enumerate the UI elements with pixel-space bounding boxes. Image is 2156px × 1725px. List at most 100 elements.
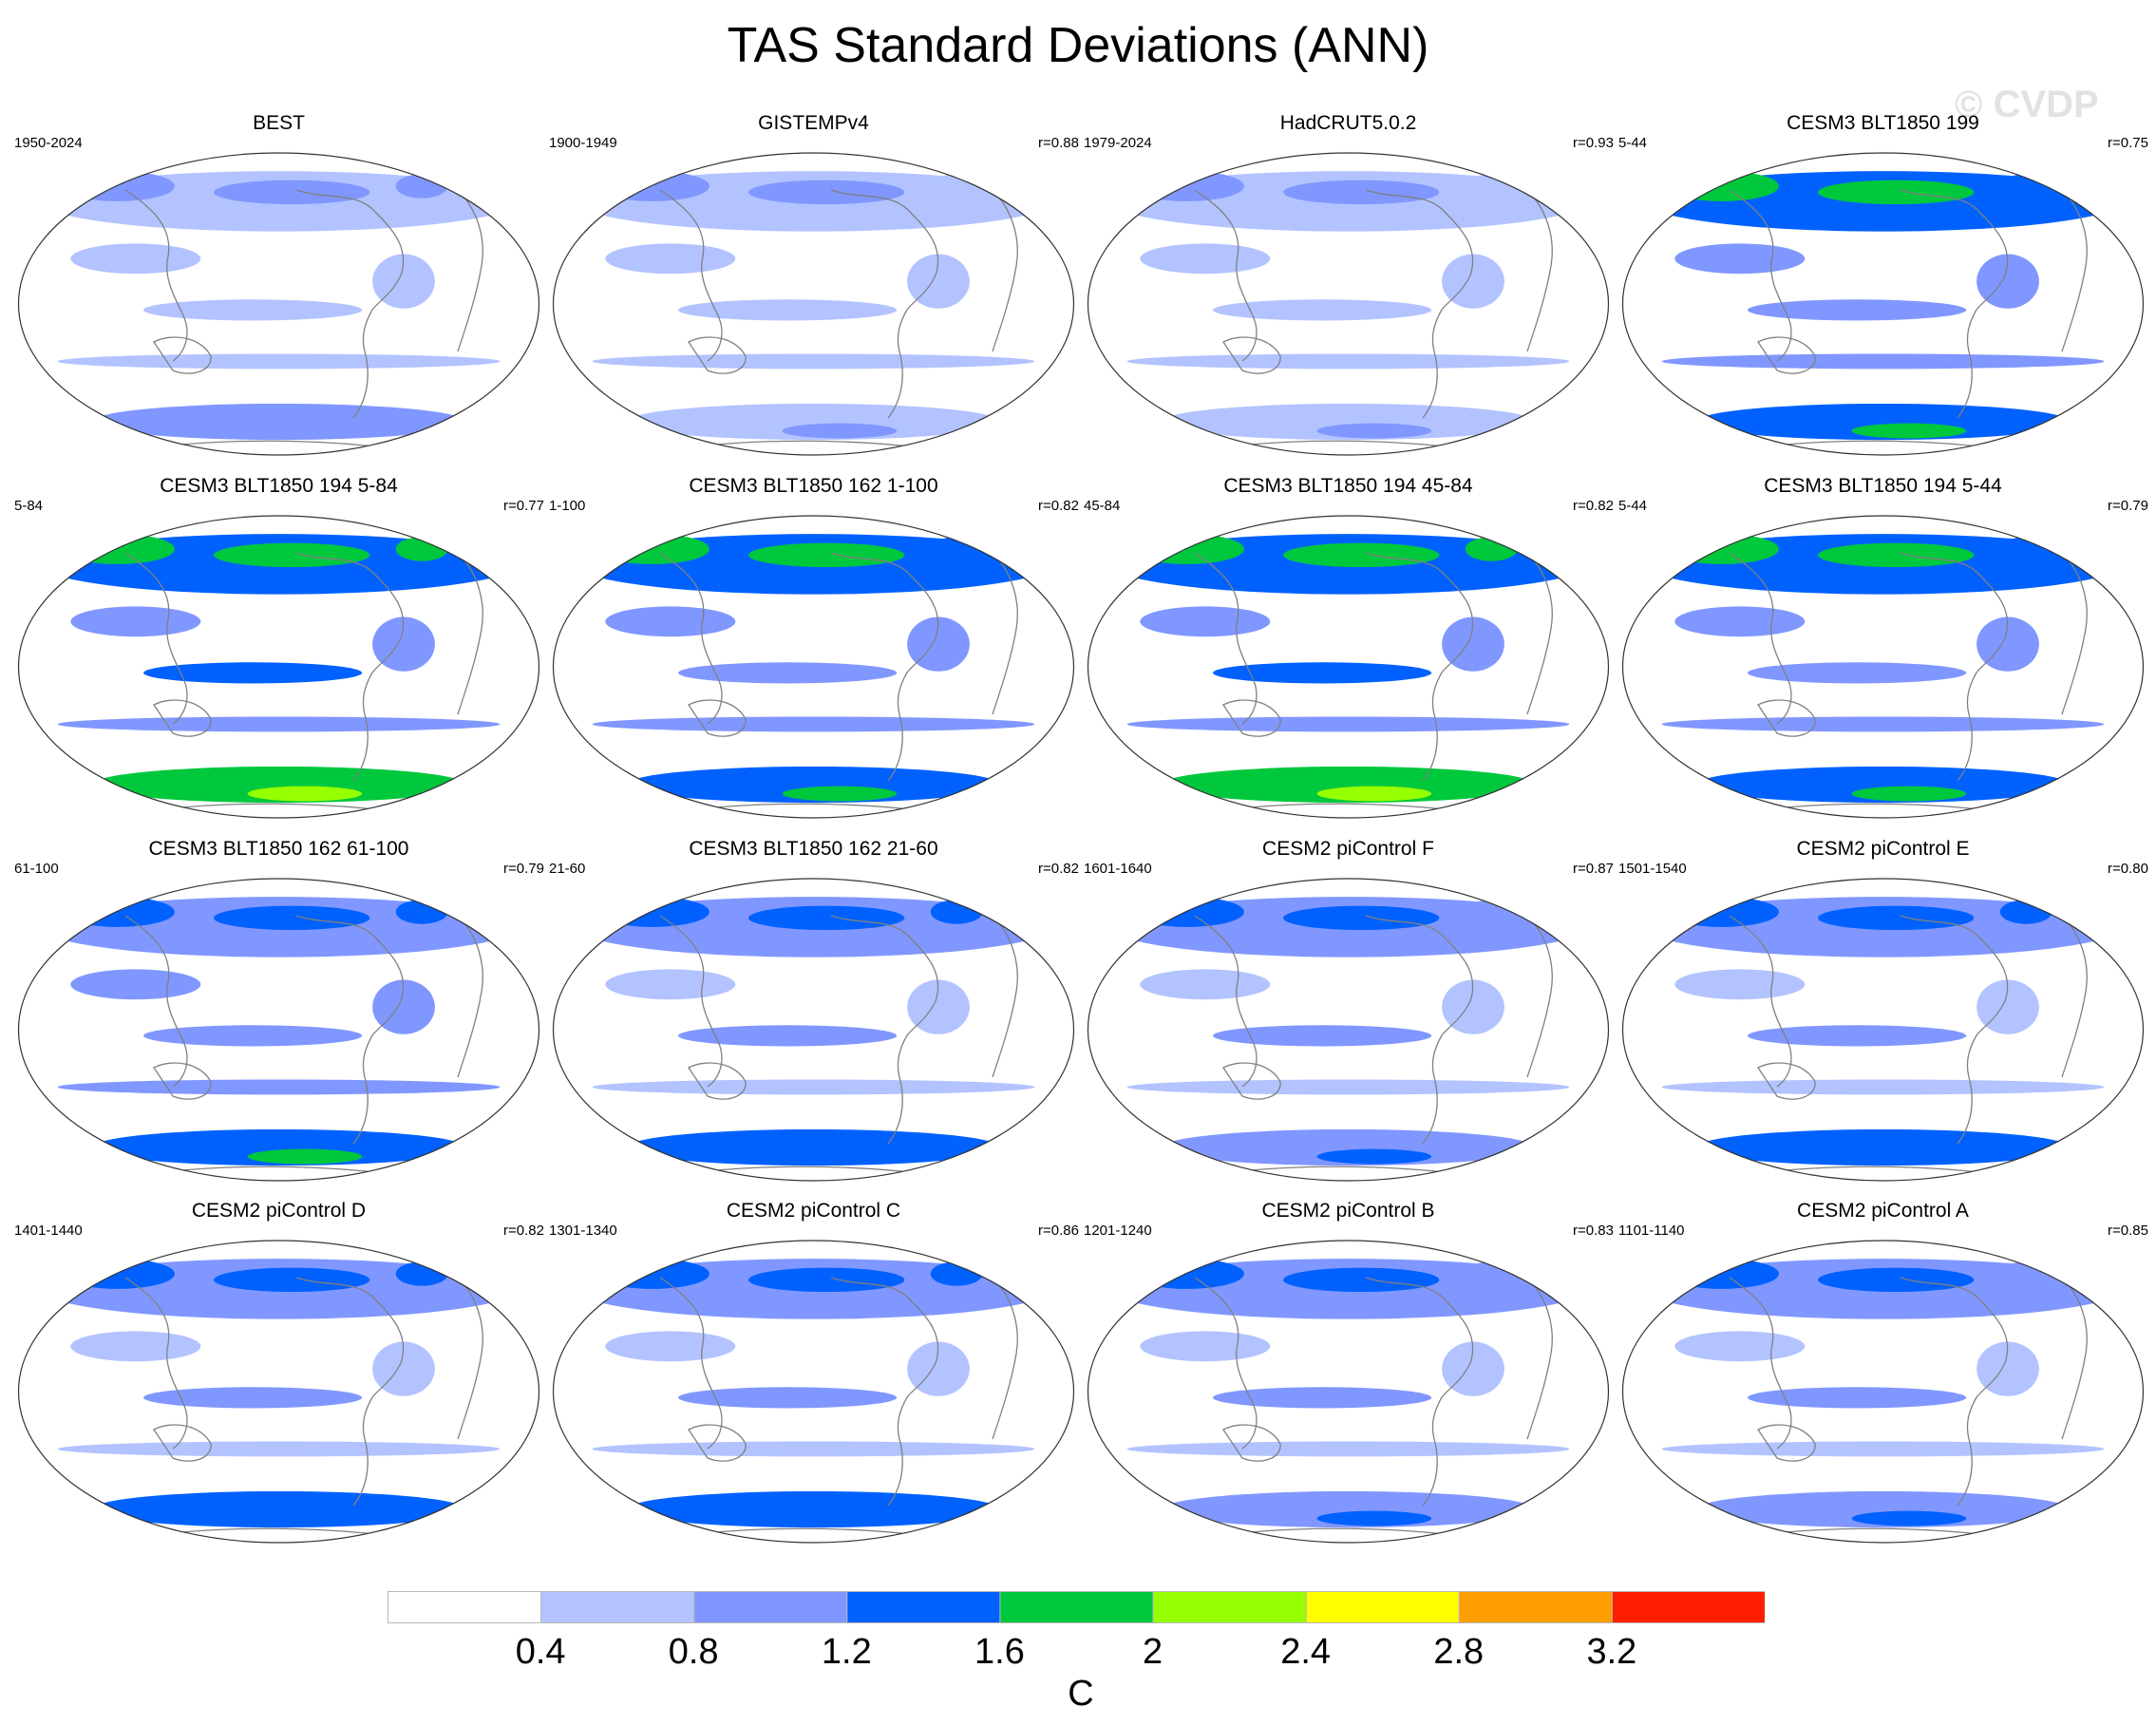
- panel-years: 1601-1640: [1084, 861, 1152, 877]
- coastline: [124, 552, 188, 725]
- variability-contour: [678, 1025, 898, 1047]
- coastline: [830, 552, 939, 782]
- map-panel: CESM2 piControl A 1101-1140 r=0.85: [1616, 1200, 2150, 1561]
- variability-contour: [1664, 534, 1779, 564]
- variability-contour: [595, 171, 709, 201]
- map-panel: BEST 1950-2024: [11, 112, 546, 473]
- map-border: [1087, 1240, 1610, 1544]
- variability-contour: [626, 1128, 1001, 1166]
- variability-contour: [1674, 243, 1806, 275]
- coastline: [1232, 803, 1462, 812]
- coastline: [697, 803, 927, 812]
- coastline: [2061, 189, 2088, 352]
- variability-contour: [1695, 403, 2071, 441]
- map-panel: CESM3 BLT1850 194 45-84 45-84 r=0.82: [1081, 475, 1616, 836]
- variability-contour: [1283, 180, 1440, 205]
- world-map: [552, 878, 1075, 1182]
- panel-years: 5-44: [1618, 135, 1648, 151]
- variability-contour: [626, 403, 1001, 441]
- panel-title: GISTEMPv4: [758, 112, 869, 134]
- colorbar-tick-label: 2.8: [1433, 1632, 1485, 1672]
- panel-correlation: r=0.82: [1038, 498, 1079, 514]
- coastline: [1232, 440, 1462, 449]
- panel-years: 1-100: [549, 498, 586, 514]
- world-map: [552, 1240, 1075, 1544]
- colorbar-tick-label: 2: [1142, 1632, 1163, 1672]
- world-map: [1621, 515, 2145, 819]
- coastline: [688, 1062, 747, 1100]
- variability-contour: [1661, 1441, 2105, 1457]
- panel-years: 1201-1240: [1084, 1223, 1152, 1239]
- world-map: [552, 152, 1075, 456]
- panel-years: 21-60: [549, 861, 586, 877]
- colorbar-swatch: [999, 1591, 1154, 1623]
- map-panel: GISTEMPv4 1900-1949 r=0.88: [546, 112, 1081, 473]
- panel-title: CESM2 piControl C: [726, 1200, 901, 1222]
- variability-contour: [626, 1490, 1001, 1528]
- panel-correlation: r=0.88: [1038, 135, 1079, 151]
- variability-contour: [592, 353, 1035, 370]
- panel-years: 1401-1440: [14, 1223, 83, 1239]
- coastline: [1757, 336, 1816, 374]
- panel-correlation: r=0.79: [2108, 498, 2148, 514]
- world-map: [17, 152, 540, 456]
- variability-contour: [143, 662, 363, 684]
- variability-contour: [70, 969, 201, 1000]
- colorbar-swatch: [1305, 1591, 1460, 1623]
- variability-contour: [1661, 353, 2105, 370]
- colorbar-tick-label: 0.4: [515, 1632, 566, 1672]
- variability-contour: [91, 1128, 466, 1166]
- coastline: [1900, 552, 2009, 782]
- coastline: [1767, 1527, 1996, 1537]
- variability-contour: [1213, 1387, 1432, 1409]
- coastline: [1900, 1277, 2009, 1507]
- variability-contour: [1748, 1025, 1967, 1047]
- coastline: [1365, 552, 1474, 782]
- variability-contour: [372, 1341, 435, 1396]
- variability-contour: [57, 716, 501, 732]
- coastline: [1526, 189, 1553, 352]
- coastline: [2061, 1277, 2088, 1440]
- map-panel: CESM2 piControl F 1601-1640 r=0.87: [1081, 838, 1616, 1199]
- coastline: [1900, 189, 2009, 419]
- coastline: [1767, 803, 1996, 812]
- variability-contour: [1316, 423, 1432, 439]
- world-map: [17, 1240, 540, 1544]
- coastline: [830, 915, 939, 1145]
- variability-contour: [57, 1079, 501, 1095]
- variability-contour: [782, 1148, 898, 1165]
- variability-contour: [678, 1387, 898, 1409]
- variability-contour: [247, 423, 363, 439]
- variability-contour: [1851, 423, 1967, 439]
- coastline: [697, 1527, 927, 1537]
- variability-contour: [782, 786, 898, 802]
- coastline: [457, 552, 483, 715]
- variability-contour: [1674, 969, 1806, 1000]
- coastline: [1232, 1527, 1462, 1537]
- variability-contour: [247, 1148, 363, 1165]
- variability-contour: [1664, 1259, 1779, 1289]
- variability-contour: [57, 353, 501, 370]
- panel-correlation: r=0.85: [2108, 1223, 2148, 1239]
- variability-contour: [143, 299, 363, 321]
- variability-contour: [70, 243, 201, 275]
- panel-correlation: r=0.79: [503, 861, 544, 877]
- variability-contour: [1976, 979, 2039, 1034]
- coastline: [659, 1277, 723, 1450]
- coastline: [659, 915, 723, 1088]
- map-panel: CESM3 BLT1850 162 1-100 1-100 r=0.82: [546, 475, 1081, 836]
- panel-title: CESM2 piControl F: [1262, 838, 1434, 860]
- variability-contour: [1316, 1148, 1432, 1165]
- variability-contour: [1283, 905, 1440, 931]
- variability-contour: [1213, 299, 1432, 321]
- map-panel: HadCRUT5.0.2 1979-2024 r=0.93: [1081, 112, 1616, 473]
- variability-contour: [1283, 542, 1440, 568]
- panel-title: CESM2 piControl A: [1797, 1200, 1969, 1222]
- panel-title: BEST: [253, 112, 305, 134]
- variability-contour: [678, 299, 898, 321]
- coastline: [688, 1424, 747, 1462]
- variability-contour: [1126, 353, 1570, 370]
- variability-contour: [372, 616, 435, 672]
- variability-contour: [1129, 897, 1244, 927]
- variability-contour: [1442, 979, 1504, 1034]
